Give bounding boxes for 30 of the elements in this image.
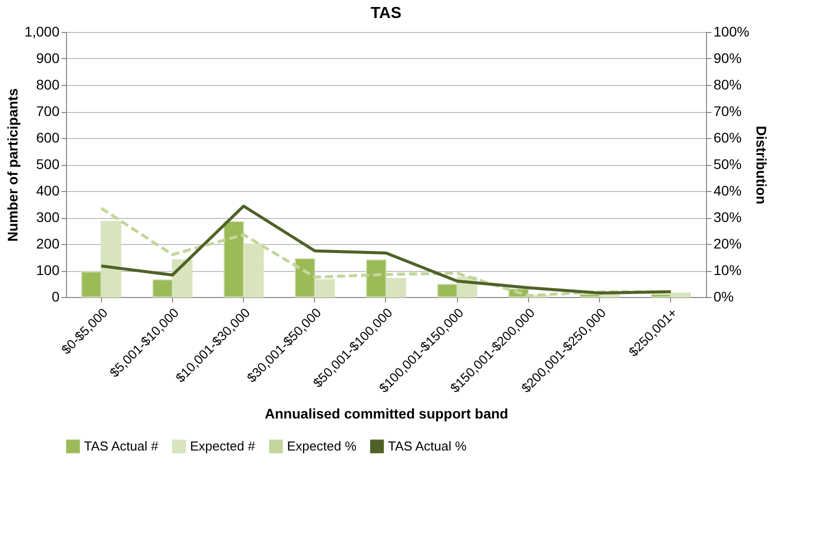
y2-tick-label: 10% [714,262,742,278]
y2-tick-label: 60% [714,130,742,146]
y2-axis-title: Distribution [753,126,770,204]
y2-tick-label: 40% [714,182,742,198]
legend-label: Expected # [190,438,256,454]
y-tick-label: 300 [36,209,60,225]
legend-label: TAS Actual # [84,438,159,454]
y-tick-label: 700 [36,103,60,119]
y-tick-label: 200 [36,236,60,252]
legend-label: TAS Actual % [388,438,467,454]
y-tick-label: 500 [36,156,60,172]
y2-tick-label: 50% [714,156,742,172]
y2-tick-label: 0% [714,288,734,304]
y-tick-label: 400 [36,182,60,198]
y-tick-label: 800 [36,76,60,92]
y2-tick-label: 100% [714,24,750,40]
y2-tick-label: 70% [714,103,742,119]
y-tick-label: 1,000 [24,24,60,40]
chart-title: TAS [370,5,402,22]
y-tick-label: 600 [36,130,60,146]
y2-tick-label: 20% [714,236,742,252]
y-tick-label: 100 [36,262,60,278]
y-tick-label: 900 [36,50,60,66]
x-axis-title: Annualised committed support band [264,405,508,422]
y2-tick-label: 90% [714,50,742,66]
y2-tick-label: 80% [714,76,742,92]
y-tick-label: 0 [52,288,60,304]
y2-tick-label: 30% [714,209,742,225]
legend-label: Expected % [287,438,357,454]
y-axis-title: Number of participants [4,88,20,242]
